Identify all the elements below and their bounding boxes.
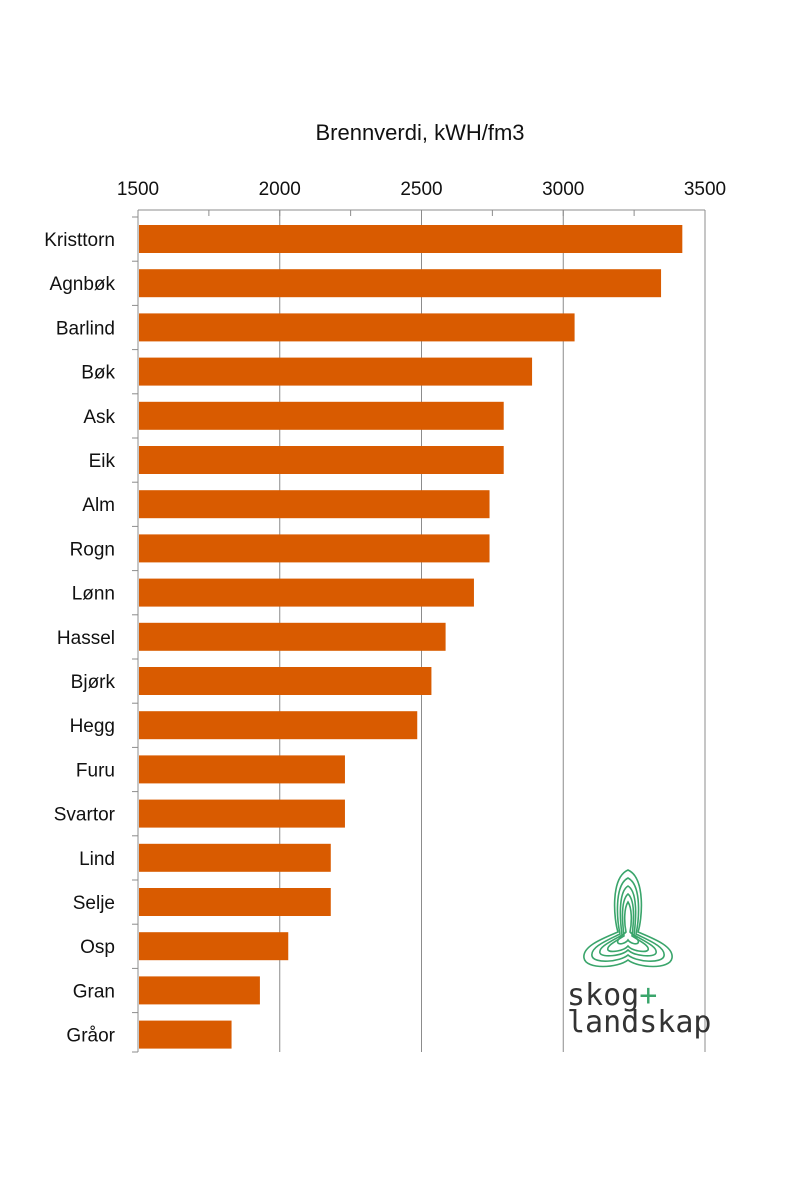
- bar: [139, 888, 331, 916]
- logo-contour: [591, 877, 665, 962]
- category-label: Selje: [73, 893, 115, 914]
- x-tick-label: 1500: [117, 179, 159, 200]
- bar: [139, 799, 345, 828]
- category-label: Furu: [76, 760, 115, 781]
- category-label: Hegg: [70, 716, 115, 737]
- category-label: Kristtorn: [44, 230, 115, 251]
- category-label: Gråor: [66, 1026, 115, 1047]
- tree-logo-icon: [583, 869, 673, 968]
- category-label: Alm: [82, 495, 115, 516]
- bar: [139, 313, 575, 342]
- bar: [139, 843, 331, 872]
- category-label: Lind: [79, 849, 115, 870]
- category-label: Agnbøk: [50, 274, 116, 295]
- category-label: Ask: [83, 407, 115, 428]
- logo-text-line1: skog: [567, 978, 639, 1013]
- bar: [139, 622, 446, 651]
- logo-plus: +: [639, 978, 657, 1013]
- bar: [139, 225, 683, 253]
- logo-contour: [606, 892, 650, 953]
- bar: [139, 401, 504, 430]
- x-tick-label: 2500: [400, 179, 442, 200]
- bar: [139, 711, 418, 740]
- logo-contour: [616, 900, 640, 945]
- bar: [139, 667, 432, 695]
- bars: [139, 225, 683, 1049]
- skog-landskap-logo: skog+ landskap: [567, 869, 712, 1040]
- bar: [139, 446, 504, 474]
- x-tick-label: 3500: [684, 179, 726, 200]
- x-tick-label: 2000: [259, 179, 301, 200]
- category-labels: Kristtorn Agnbøk Barlind Bøk Ask Eik Alm Rogn Lø…: [44, 230, 115, 1047]
- bar: [139, 932, 289, 961]
- category-label: Lønn: [72, 584, 115, 605]
- bar: [139, 578, 474, 607]
- logo-text-landskap: landskap: [567, 1005, 712, 1040]
- x-tick-label: 3000: [542, 179, 584, 200]
- chart-title: Brennverdi, kWH/fm3: [315, 120, 524, 145]
- x-axis: 1500 2000 2500 3000 3500: [117, 179, 726, 1053]
- category-label: Gran: [73, 981, 115, 1002]
- bar: [139, 755, 345, 784]
- bar: [139, 490, 490, 519]
- category-label: Rogn: [70, 539, 115, 560]
- bar: [139, 1020, 232, 1049]
- bar: [139, 357, 533, 386]
- category-label: Bøk: [81, 363, 115, 384]
- bar: [139, 976, 260, 1005]
- logo-contour: [583, 869, 673, 968]
- category-label: Barlind: [56, 318, 115, 339]
- bar: [139, 269, 662, 298]
- category-label: Osp: [80, 937, 115, 958]
- category-label: Bjørk: [71, 672, 116, 693]
- category-label: Svartor: [54, 805, 116, 826]
- bar: [139, 534, 490, 563]
- logo-text-skog: skog+: [567, 978, 657, 1013]
- category-label: Eik: [89, 451, 116, 472]
- category-label: Hassel: [57, 628, 115, 649]
